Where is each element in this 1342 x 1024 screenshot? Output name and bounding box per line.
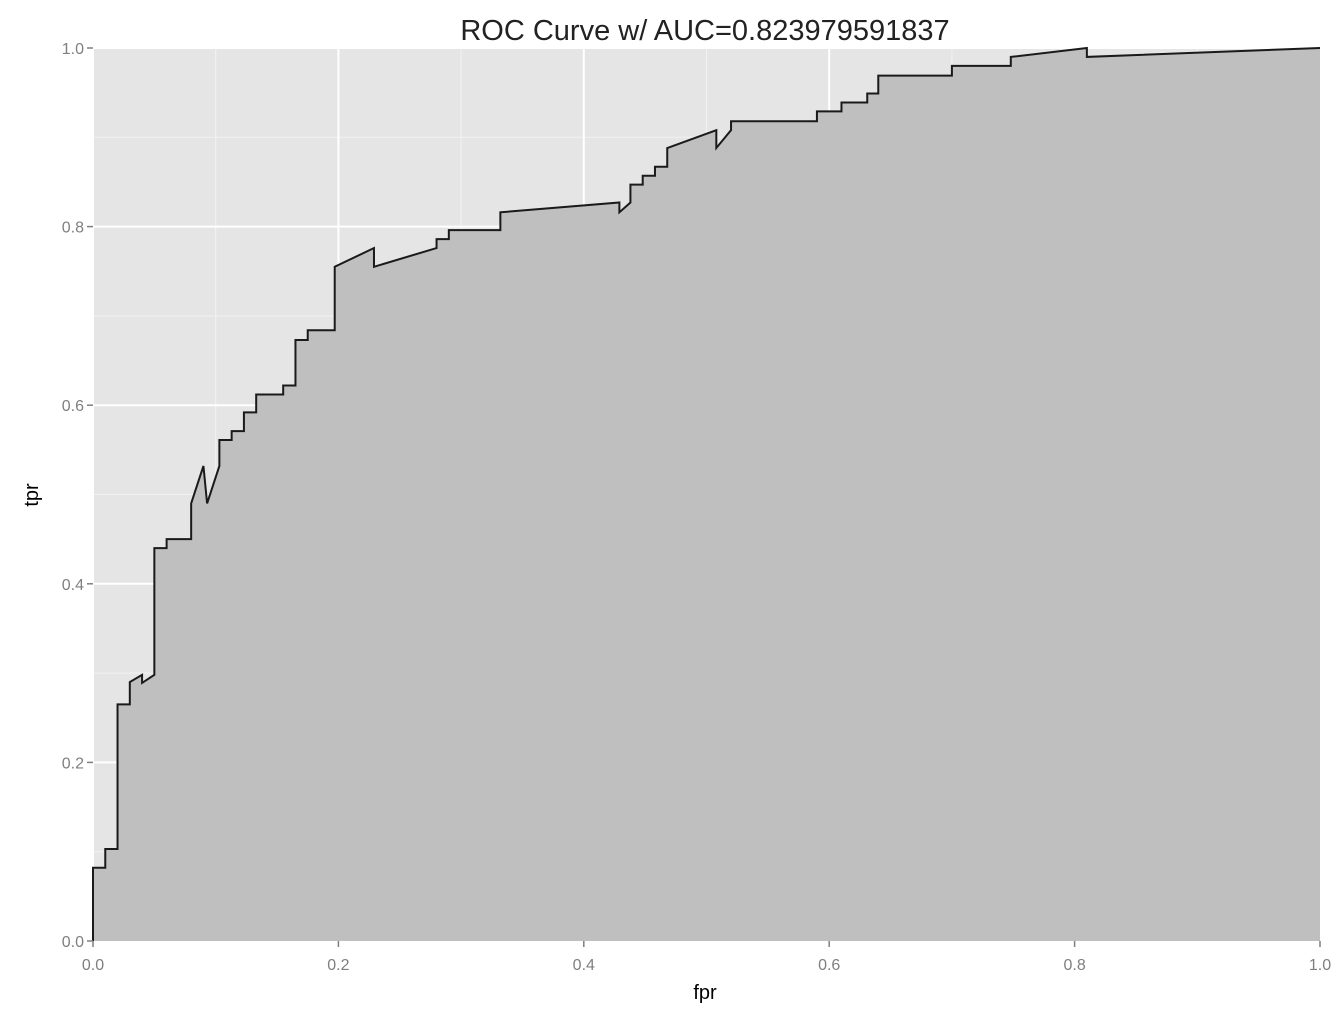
y-tick-label: 0.4 — [62, 577, 84, 594]
y-tick-label: 0.6 — [62, 398, 84, 415]
x-tick-label: 0.6 — [818, 957, 840, 974]
y-axis-ticks: 0.0 0.2 0.4 0.6 0.8 1.0 — [62, 41, 93, 951]
x-tick-label: 1.0 — [1309, 957, 1331, 974]
chart-title: ROC Curve w/ AUC=0.823979591837 — [460, 15, 949, 47]
y-tick-label: 0.0 — [62, 934, 84, 951]
x-axis-label: fpr — [693, 982, 717, 1004]
roc-area-fill — [93, 48, 1320, 941]
roc-curve-line — [92, 46, 1321, 941]
y-tick-label: 1.0 — [62, 41, 84, 58]
x-tick-label: 0.0 — [82, 957, 104, 974]
x-tick-label: 0.4 — [573, 957, 595, 974]
x-tick-label: 0.8 — [1063, 957, 1085, 974]
x-tick-label: 0.2 — [327, 957, 349, 974]
y-axis-label: tpr — [21, 483, 43, 507]
y-tick-label: 0.2 — [62, 755, 84, 772]
x-axis-ticks: 0.0 0.2 0.4 0.6 0.8 1.0 — [82, 941, 1331, 974]
y-tick-label: 0.8 — [62, 220, 84, 237]
